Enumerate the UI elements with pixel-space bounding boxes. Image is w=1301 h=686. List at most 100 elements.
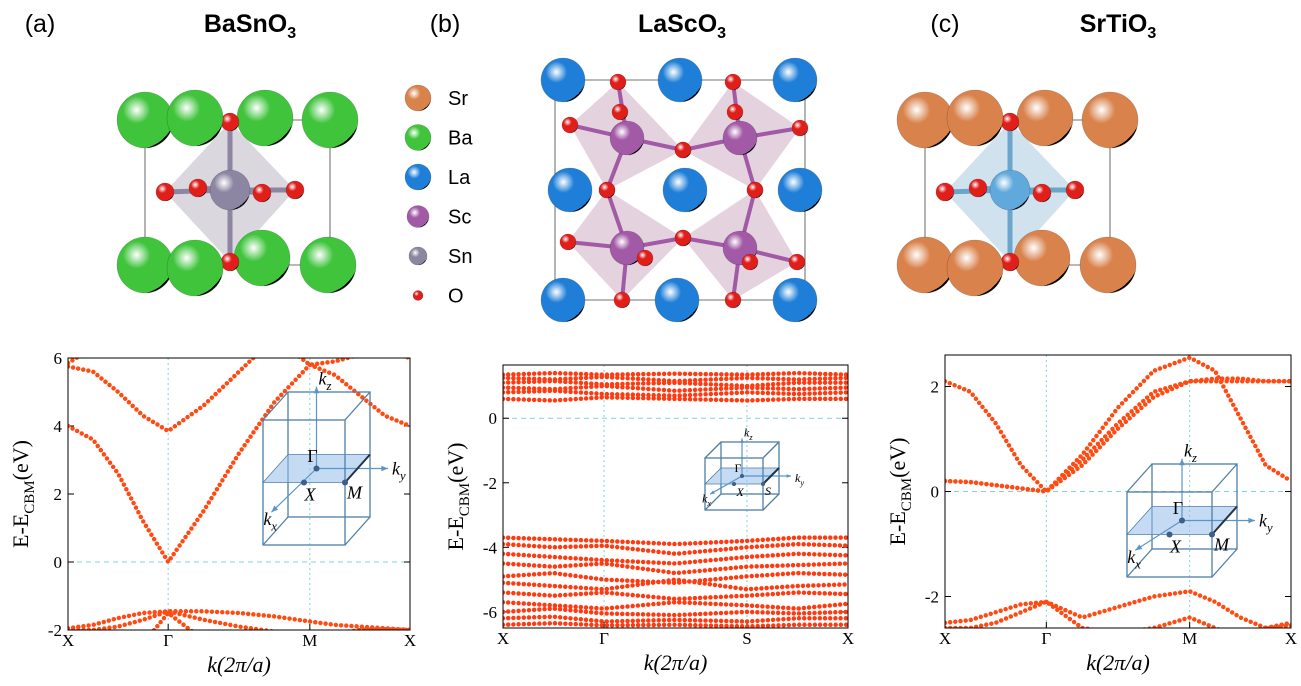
atom	[117, 92, 173, 148]
atom	[221, 113, 239, 131]
band	[68, 611, 410, 637]
y-tick-label: 4	[54, 417, 63, 436]
y-tick-label: -2	[48, 621, 62, 640]
band	[503, 617, 848, 622]
y-tick-label: 0	[931, 483, 940, 502]
y-tick-label: -2	[483, 474, 497, 493]
band	[503, 397, 848, 400]
x-tick-label: X	[842, 629, 854, 648]
atom	[156, 183, 174, 201]
y-axis-label-unit: (eV)	[885, 438, 910, 478]
legend-marker	[405, 85, 431, 111]
chart: XΓMX-202k(2π/a)E-ECBM(eV)kzkykxΓXM	[885, 355, 1297, 675]
bz-label-sub: x	[270, 519, 277, 533]
x-tick-label: X	[497, 629, 509, 648]
legend-label: Sn	[448, 246, 472, 268]
bz-label: Γ	[1173, 498, 1183, 518]
atom	[897, 237, 953, 293]
y-axis-label-main: E-E	[443, 516, 468, 550]
band	[503, 573, 848, 583]
atom	[742, 254, 758, 270]
bz-label-sub: y	[398, 469, 406, 483]
y-tick-label: 6	[54, 349, 63, 368]
x-tick-label: S	[742, 629, 751, 648]
y-axis-label-unit: (eV)	[8, 440, 33, 480]
atom	[189, 179, 207, 197]
arrow-head	[787, 474, 791, 478]
legend-marker	[405, 125, 431, 151]
y-tick-label: -2	[925, 588, 939, 607]
band	[68, 317, 410, 431]
band	[503, 373, 848, 375]
bz-label-sub: y	[799, 479, 804, 488]
band	[503, 580, 848, 590]
bz-edge	[1212, 464, 1237, 492]
atom	[727, 104, 743, 120]
x-tick-label: M	[302, 631, 317, 650]
atom	[167, 90, 223, 146]
x-axis-label: k(2π/a)	[644, 650, 708, 675]
atom	[936, 183, 954, 201]
atom	[655, 278, 699, 322]
formula: SrTiO3	[1080, 10, 1157, 42]
atom	[773, 278, 817, 322]
y-axis-label-unit: (eV)	[443, 443, 468, 483]
brillouin-zone-inset: kzkykxΓXM	[263, 369, 406, 545]
panel-label: (c)	[930, 10, 959, 38]
formula-sub: 3	[287, 25, 296, 42]
bz-label: ky	[795, 471, 804, 488]
legend-marker	[407, 206, 429, 228]
atom	[1066, 181, 1084, 199]
atom	[725, 292, 741, 308]
y-axis-label: E-ECBM(eV)	[8, 440, 38, 548]
atom	[789, 254, 805, 270]
atom	[1014, 230, 1070, 286]
atom	[599, 182, 615, 198]
bz-label-sub: x	[706, 499, 711, 508]
atom	[548, 168, 592, 212]
atom	[117, 237, 173, 293]
bz-label-sub: z	[748, 433, 753, 442]
bz-label: S	[765, 484, 771, 498]
y-axis-label: E-ECBM(eV)	[443, 443, 473, 551]
arrow-head	[1248, 518, 1255, 524]
formula-main: LaScO	[638, 10, 717, 38]
atom	[286, 181, 304, 199]
x-tick-label: Γ	[163, 631, 173, 650]
legend-label: O	[448, 286, 464, 308]
atom	[560, 234, 576, 250]
atom	[237, 90, 293, 146]
legend-label: Sr	[448, 88, 468, 110]
atom	[675, 230, 691, 246]
formula: LaScO3	[638, 10, 726, 42]
bands	[945, 358, 1291, 639]
y-axis-label-sub: CBM	[22, 480, 38, 513]
atom	[658, 58, 702, 102]
bz-label: ky	[1259, 511, 1273, 535]
x-tick-label: M	[1182, 629, 1197, 648]
band	[503, 381, 848, 386]
atom	[1080, 237, 1136, 293]
band	[68, 314, 410, 365]
y-axis-label-sub: CBM	[899, 478, 915, 511]
bz-label: kz	[744, 425, 753, 442]
panel-label: (b)	[430, 10, 461, 38]
formula-main: SrTiO	[1080, 10, 1148, 38]
atom	[725, 74, 741, 90]
formula-sub: 3	[717, 25, 726, 42]
bands	[503, 373, 848, 626]
bz-label: kx	[702, 492, 711, 509]
atom	[1017, 90, 1073, 146]
atom	[614, 292, 630, 308]
atom	[253, 184, 271, 202]
atom	[1082, 92, 1138, 148]
y-axis-label-main: E-E	[8, 514, 33, 548]
y-tick-label: 0	[489, 409, 498, 428]
atom	[562, 117, 578, 133]
y-tick-label: -4	[483, 538, 498, 557]
bz-label: X	[304, 485, 317, 505]
atom	[210, 170, 250, 210]
atom	[541, 278, 585, 322]
